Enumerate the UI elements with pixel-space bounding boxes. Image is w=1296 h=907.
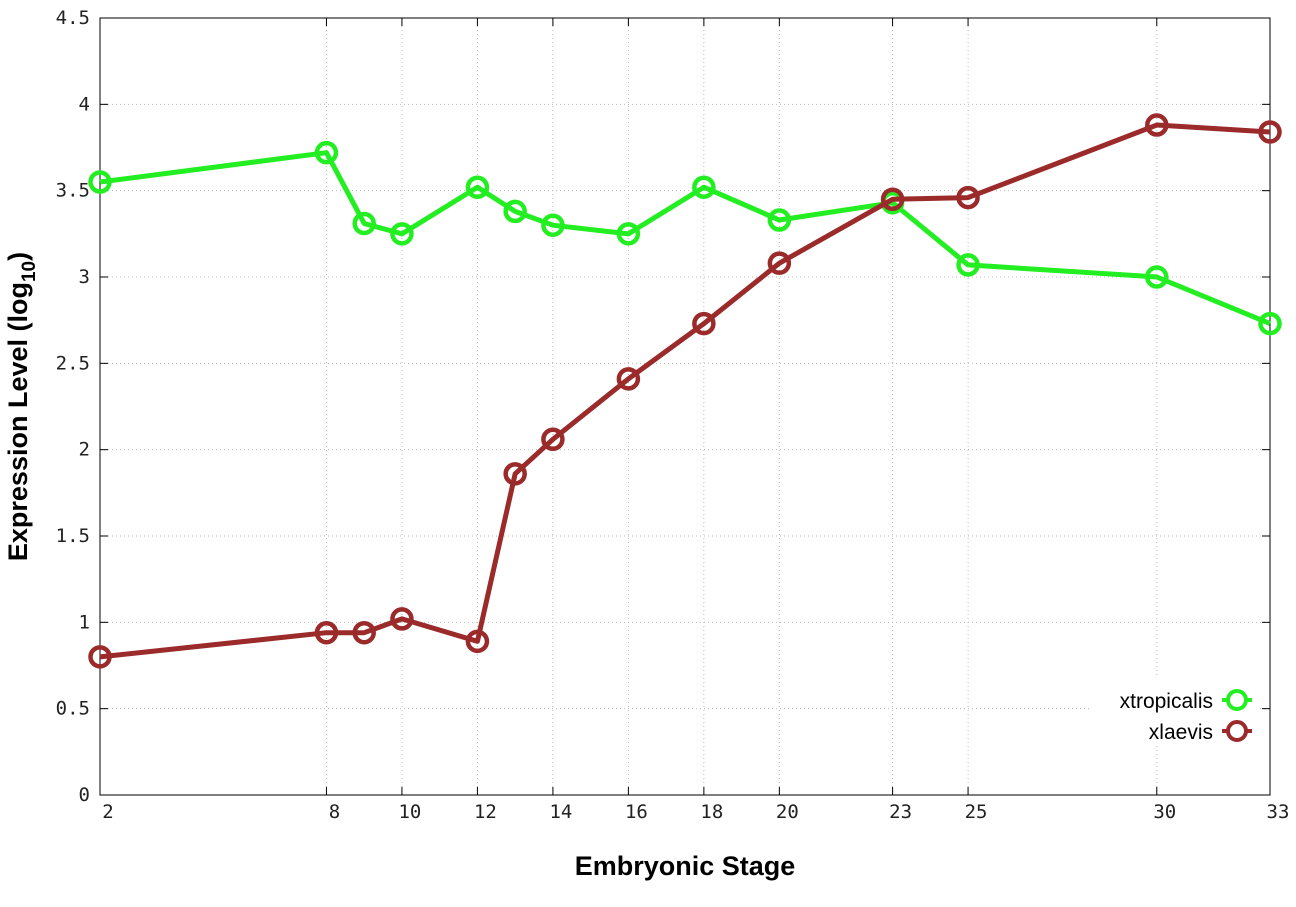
y-tick-label: 4 (79, 93, 90, 115)
data-point-xtropicalis (465, 175, 490, 199)
data-point-xlaevis (88, 645, 112, 669)
y-axis-ticks: 0 0.5 1 1.5 2 2.5 3 3.5 4 4.5 (56, 7, 1270, 806)
x-tick-label: 25 (965, 801, 988, 823)
data-point-xlaevis (880, 187, 905, 212)
y-tick-label: 1.5 (56, 525, 90, 547)
legend-label-xtropicalis: xtropicalis (1120, 690, 1213, 713)
x-tick-label: 33 (1267, 801, 1290, 823)
y-axis-title-close: ) (3, 252, 33, 261)
y-tick-label: 4.5 (56, 7, 90, 29)
legend: xtropicalis xlaevis (1090, 676, 1260, 746)
series-layer (88, 113, 1282, 669)
x-tick-label: 30 (1153, 801, 1176, 823)
y-tick-label: 0 (79, 784, 90, 806)
grid (100, 18, 1270, 795)
data-point-xtropicalis (956, 253, 980, 277)
data-point-xtropicalis (616, 222, 641, 246)
x-tick-label: 23 (889, 801, 912, 823)
x-axis-title: Embryonic Stage (575, 851, 796, 881)
x-tick-label: 16 (625, 801, 648, 823)
data-point-xlaevis (1258, 120, 1282, 144)
data-point-xlaevis (314, 620, 339, 645)
data-point-xtropicalis (390, 222, 414, 246)
x-tick-label: 20 (776, 801, 799, 823)
y-tick-label: 3 (79, 266, 90, 288)
data-point-xtropicalis (88, 170, 112, 194)
y-tick-label: 2.5 (56, 352, 90, 374)
data-point-xtropicalis (1258, 311, 1282, 336)
data-point-xlaevis (352, 620, 376, 645)
data-point-xlaevis (616, 367, 641, 391)
legend-marker-xlaevis (1226, 720, 1248, 742)
data-point-xlaevis (692, 311, 716, 336)
x-tick-label: 2 (102, 801, 113, 823)
x-tick-label: 12 (474, 801, 497, 823)
data-point-xlaevis (956, 185, 980, 210)
data-point-xlaevis (1145, 113, 1169, 137)
y-tick-label: 2 (79, 439, 90, 461)
data-point-xlaevis (465, 629, 490, 654)
data-point-xtropicalis (767, 208, 792, 232)
data-point-xlaevis (503, 462, 527, 486)
data-point-xlaevis (541, 427, 565, 452)
plot-frame (99, 17, 1271, 796)
x-axis-ticks: 2 8 10 12 14 16 18 20 23 25 30 33 (99, 18, 1290, 823)
data-point-xlaevis (390, 607, 414, 631)
data-point-xtropicalis (541, 213, 565, 237)
x-tick-label: 10 (398, 801, 421, 823)
legend-label-xlaevis: xlaevis (1149, 721, 1213, 744)
data-point-xlaevis (767, 251, 792, 275)
y-tick-label: 3.5 (56, 180, 90, 202)
data-point-xtropicalis (1145, 265, 1169, 289)
series-line-xtropicalis (99, 150, 1271, 326)
legend-marker-xtropicalis (1226, 689, 1248, 711)
y-tick-label: 0.5 (56, 698, 90, 720)
x-tick-label: 18 (700, 801, 723, 823)
series-xtropicalis (88, 140, 1282, 336)
y-axis-title-main: Expression Level (log (3, 282, 33, 561)
y-axis-title: Expression Level (log10) (3, 252, 40, 561)
y-axis-title-subscript: 10 (19, 261, 40, 282)
series-line-xlaevis (99, 122, 1271, 660)
data-point-xtropicalis (314, 140, 339, 165)
data-point-xtropicalis (352, 211, 376, 236)
data-point-xtropicalis (692, 175, 716, 199)
y-tick-label: 1 (79, 611, 90, 633)
x-tick-label: 8 (329, 801, 340, 823)
x-tick-label: 14 (549, 801, 572, 823)
series-xlaevis (88, 113, 1282, 669)
data-point-xtropicalis (503, 199, 527, 224)
